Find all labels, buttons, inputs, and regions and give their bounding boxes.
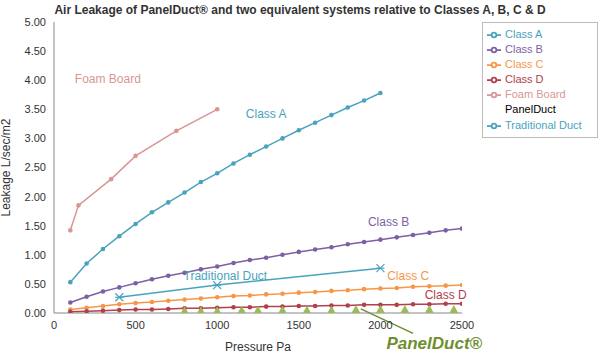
html-text:Foam Board: Foam Board [505,88,566,101]
svg-text:4.00: 4.00 [25,74,46,86]
svg-text:Traditional Duct: Traditional Duct [184,269,268,283]
svg-text:5.00: 5.00 [25,16,46,28]
html-text:Air Leakage of PanelDuct® and: Air Leakage of PanelDuct® and two equiva… [54,3,546,17]
html-text:Class C: Class C [505,58,544,71]
svg-text:0.00: 0.00 [25,307,46,319]
svg-text:3.00: 3.00 [25,132,46,144]
html-text:Class B: Class B [505,43,543,56]
svg-text:2000: 2000 [368,319,392,331]
svg-text:0: 0 [51,319,57,331]
svg-text:2.50: 2.50 [25,161,46,173]
svg-text:Class C: Class C [387,269,429,283]
html-text:Class A: Class A [505,28,543,40]
svg-text:2500: 2500 [450,319,474,331]
svg-text:1500: 1500 [287,319,311,331]
svg-text:2.00: 2.00 [25,191,46,203]
svg-text:500: 500 [126,319,144,331]
svg-text:1000: 1000 [205,319,229,331]
html-text:Traditional Duct: Traditional Duct [505,118,582,131]
svg-text:0.50: 0.50 [25,278,46,290]
svg-text:Foam Board: Foam Board [75,72,141,86]
svg-text:Class D: Class D [425,288,467,302]
svg-text:Class B: Class B [368,215,409,229]
svg-text:Class A: Class A [246,107,287,121]
svg-text:Pressure Pa: Pressure Pa [225,340,291,353]
svg-text:PanelDuct®: PanelDuct® [386,334,482,353]
html-text:Class D: Class D [505,73,544,86]
svg-text:1.50: 1.50 [25,220,46,232]
html-text:PanelDuct: PanelDuct [505,103,556,116]
svg-text:3.50: 3.50 [25,103,46,115]
svg-text:4.50: 4.50 [25,45,46,57]
svg-text:1.00: 1.00 [25,249,46,261]
svg-text:Leakage L/sec/m2: Leakage L/sec/m2 [8,118,13,216]
